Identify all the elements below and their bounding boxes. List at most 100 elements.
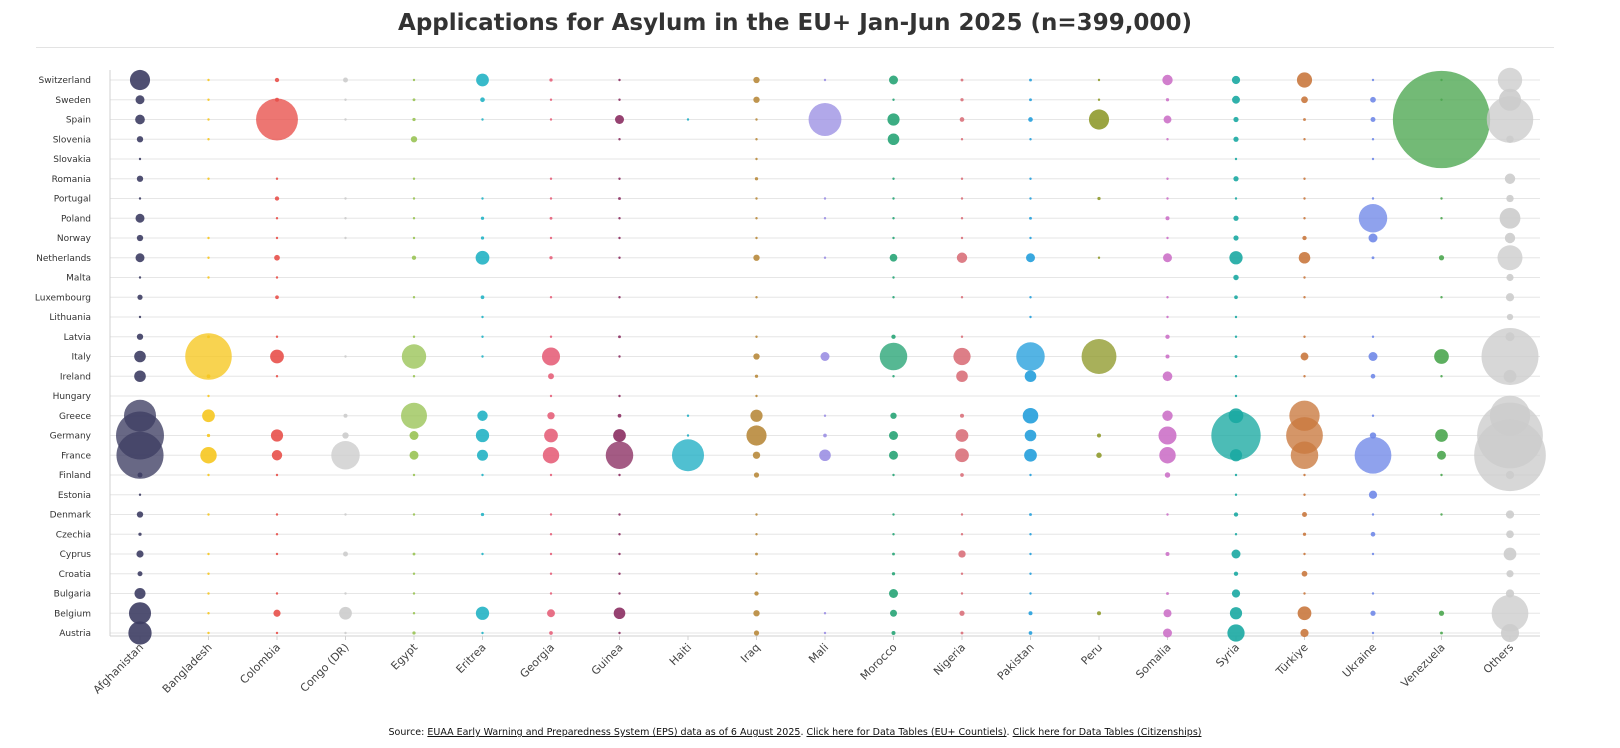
bubble-ukraine-norway (1368, 233, 1378, 243)
bubble-others-lithuania (1506, 313, 1514, 321)
eps-data-link[interactable]: EUAA Early Warning and Preparedness Syst… (427, 727, 801, 738)
bubble-egypt-greece (401, 402, 427, 429)
bubble-iraq-germany (746, 425, 767, 446)
x-tick-label: Egypt (388, 640, 420, 672)
bubble-syria-france (1229, 449, 1243, 462)
bubble-morocco-bulgaria (889, 589, 898, 598)
bubble-congo-dr-switzerland (343, 77, 348, 83)
bubble-ukraine-slovakia (1371, 157, 1375, 161)
bubble-turkiye-romania (1303, 177, 1306, 180)
bubble-colombia-latvia (275, 335, 279, 338)
bubble-egypt-france (409, 450, 419, 460)
bubble-pakistan-portugal (1029, 197, 1032, 200)
bubble-egypt-netherlands (411, 255, 417, 260)
y-tick-label: Hungary (53, 392, 92, 402)
bubble-morocco-poland (892, 217, 895, 220)
bubble-guinea-cyprus (618, 552, 621, 556)
bubble-pakistan-norway (1029, 236, 1032, 240)
bubble-morocco-france (889, 450, 898, 460)
y-tick-label: Cyprus (60, 550, 92, 560)
bubble-somalia-portugal (1166, 197, 1169, 200)
citizenships-tables-link[interactable]: Click here for Data Tables (Citizenships… (1012, 727, 1202, 738)
bubble-bangladesh-italy (185, 333, 232, 380)
bubble-colombia-finland (275, 473, 279, 477)
bubble-pakistan-czechia (1029, 533, 1032, 536)
bubble-egypt-cyprus (412, 552, 416, 556)
bubble-morocco-latvia (891, 334, 896, 339)
x-tick-label: Congo (DR) (298, 641, 352, 695)
bubble-nigeria-luxembourg (960, 296, 964, 299)
bubble-egypt-finland (412, 473, 416, 477)
bubble-morocco-greece (890, 412, 897, 419)
bubble-others-luxembourg (1505, 293, 1515, 302)
y-tick-label: Czechia (56, 530, 91, 540)
bubble-colombia-germany (270, 429, 284, 442)
bubble-mali-portugal (823, 197, 827, 200)
bubble-afghanistan-sweden (135, 95, 145, 105)
bubble-nigeria-germany (955, 429, 969, 442)
bubble-somalia-poland (1165, 216, 1170, 221)
bubble-ukraine-latvia (1371, 335, 1375, 338)
bubble-georgia-greece (547, 412, 555, 420)
bubble-afghanistan-netherlands (135, 253, 145, 263)
source-separator: . (1006, 727, 1013, 738)
bubble-congo-dr-spain (344, 118, 347, 121)
bubble-colombia-luxembourg (275, 295, 279, 300)
bubble-ukraine-portugal (1371, 197, 1375, 200)
bubbles (116, 67, 1546, 645)
bubble-iraq-finland (753, 472, 760, 478)
bubble-turkiye-luxembourg (1303, 296, 1306, 299)
bubble-turkiye-malta (1303, 276, 1306, 279)
bubble-ukraine-cyprus (1371, 552, 1375, 556)
bubble-ukraine-austria (1371, 631, 1375, 635)
bubble-syria-austria (1227, 624, 1245, 642)
bubble-turkiye-denmark (1302, 512, 1307, 517)
bubble-afghanistan-belgium (128, 602, 152, 625)
y-tick-label: Belgium (54, 609, 91, 619)
bubble-syria-italy (1234, 355, 1238, 358)
bubble-pakistan-germany (1024, 429, 1037, 442)
bubble-somalia-latvia (1165, 334, 1170, 339)
bubble-morocco-ireland (892, 375, 895, 378)
bubble-guinea-sweden (618, 98, 621, 101)
bubble-colombia-netherlands (274, 254, 280, 261)
bubble-venezuela-ireland (1440, 375, 1443, 378)
bubble-congo-dr-france (331, 441, 360, 470)
bubble-iraq-slovakia (755, 157, 758, 161)
bubble-congo-dr-portugal (344, 197, 347, 200)
bubble-ukraine-poland (1358, 204, 1388, 233)
eu-countries-tables-link[interactable]: Click here for Data Tables (EU+ Countiel… (806, 727, 1007, 738)
x-tick-label: Eritrea (454, 641, 489, 676)
bubble-guinea-latvia (618, 335, 621, 339)
bubble-guinea-germany (613, 429, 626, 442)
bubble-egypt-croatia (412, 572, 416, 575)
bubble-somalia-switzerland (1162, 74, 1173, 86)
bubble-iraq-bulgaria (754, 591, 759, 596)
bubble-bangladesh-finland (207, 473, 210, 477)
bubble-georgia-croatia (549, 572, 553, 575)
bubble-ukraine-bulgaria (1371, 592, 1375, 595)
bubble-peru-france (1096, 452, 1102, 458)
bubble-colombia-bulgaria (275, 592, 279, 595)
bubble-georgia-denmark (549, 513, 553, 516)
bubble-nigeria-poland (960, 217, 964, 220)
bubble-morocco-finland (892, 473, 895, 477)
bubble-egypt-luxembourg (412, 296, 416, 299)
bubble-somalia-france (1159, 447, 1176, 464)
bubble-eritrea-italy (481, 355, 484, 358)
bubble-venezuela-belgium (1438, 610, 1445, 616)
bubble-venezuela-denmark (1440, 513, 1443, 516)
y-tick-label: Greece (59, 412, 91, 422)
bubble-syria-switzerland (1231, 75, 1241, 85)
y-tick-label: Bulgaria (54, 590, 91, 600)
bubble-haiti-france (671, 439, 705, 472)
bubble-venezuela-netherlands (1438, 255, 1445, 261)
bubble-syria-cyprus (1231, 549, 1241, 559)
x-tick-label: Venezuela (1398, 641, 1447, 690)
bubble-georgia-germany (544, 428, 558, 443)
bubble-guinea-greece (617, 413, 622, 418)
bubble-guinea-finland (618, 473, 621, 477)
bubble-others-portugal (1506, 194, 1514, 203)
bubble-syria-czechia (1234, 533, 1238, 536)
bubble-iraq-poland (755, 217, 758, 220)
